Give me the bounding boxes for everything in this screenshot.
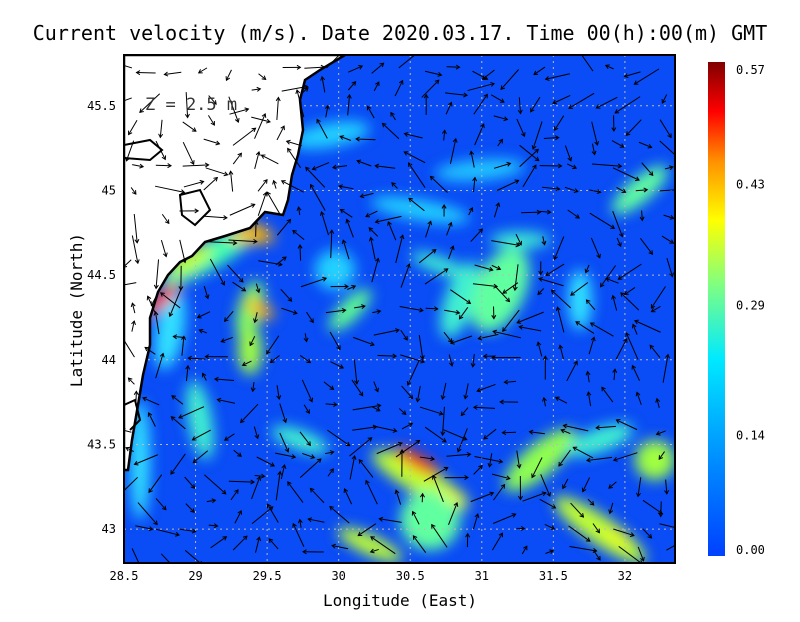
- x-tick-label: 30.5: [396, 569, 425, 583]
- y-tick-label: 43: [102, 522, 116, 536]
- colorbar-label: 0.14: [736, 429, 765, 443]
- velocity-blob: [568, 270, 592, 330]
- x-tick-label: 29: [188, 569, 202, 583]
- colorbar-label: 0.00: [736, 543, 765, 557]
- x-tick-label: 32: [618, 569, 632, 583]
- colorbar-label: 0.57: [736, 63, 765, 77]
- x-axis: 28.5 29 29.5 30 30.5 31 31.5 32: [110, 569, 633, 583]
- velocity-blob: [635, 440, 675, 480]
- y-tick-label: 43.5: [87, 437, 116, 451]
- x-tick-label: 28.5: [110, 569, 139, 583]
- y-tick-label: 45: [102, 183, 116, 197]
- colorbar-label: 0.43: [736, 177, 765, 191]
- plot-area: Z = 2.5 m: [108, 47, 691, 573]
- x-axis-label: Longitude (East): [323, 591, 477, 610]
- depth-annotation: Z = 2.5 m: [145, 95, 237, 115]
- x-tick-label: 31: [475, 569, 489, 583]
- colorbar-label: 0.29: [736, 299, 765, 313]
- y-tick-label: 44: [102, 353, 116, 367]
- x-tick-label: 31.5: [539, 569, 568, 583]
- velocity-blob: [238, 325, 262, 375]
- velocity-blob: [315, 250, 355, 290]
- y-axis-label: Latitude (North): [67, 233, 86, 387]
- colorbar: [708, 62, 725, 556]
- chart-title: Current velocity (m/s). Date 2020.03.17.…: [33, 21, 768, 45]
- x-tick-label: 29.5: [253, 569, 282, 583]
- y-tick-label: 44.5: [87, 268, 116, 282]
- x-tick-label: 30: [331, 569, 345, 583]
- colorbar-labels: 0.57 0.43 0.29 0.14 0.00: [736, 63, 765, 557]
- y-tick-label: 45.5: [87, 99, 116, 113]
- y-axis: 43 43.5 44 44.5 45 45.5: [87, 99, 116, 536]
